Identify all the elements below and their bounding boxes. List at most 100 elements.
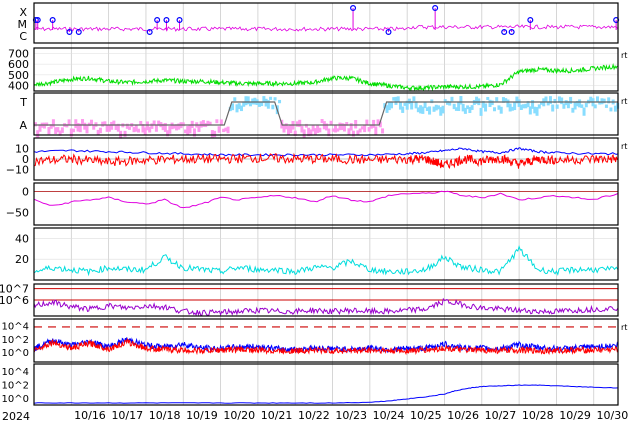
flare-marker <box>176 17 183 24</box>
sector-point <box>87 122 91 127</box>
proton-line-b <box>33 337 619 356</box>
sector-point <box>468 106 472 114</box>
sector-point <box>132 127 136 133</box>
sector-point <box>257 102 261 107</box>
kp-tick-label: 40 <box>15 232 29 245</box>
sector-point <box>56 127 60 133</box>
sector-point <box>152 120 156 126</box>
sector-point <box>354 119 358 129</box>
flare-marker <box>163 17 170 24</box>
sector-point <box>224 127 228 132</box>
flare-marker <box>432 4 439 12</box>
sector-point <box>208 121 212 126</box>
sector-point <box>304 123 308 128</box>
sector-point <box>401 106 405 113</box>
sector-point <box>553 98 557 104</box>
sector-point <box>271 104 275 110</box>
sector-point <box>313 128 317 136</box>
sector-point <box>92 125 96 130</box>
dst-line <box>33 190 619 209</box>
dst-tick-label: −50 <box>6 206 29 219</box>
sector-point <box>544 96 548 102</box>
sector-point <box>327 128 331 137</box>
sector-point <box>125 123 129 129</box>
sector-point <box>589 96 593 103</box>
sector-point <box>128 126 132 130</box>
sector-point <box>369 124 373 129</box>
speed-tick-label: 400 <box>8 80 29 93</box>
bt-line <box>33 147 619 157</box>
sector-point <box>582 107 586 116</box>
sector-point <box>398 102 402 110</box>
sector-point <box>363 125 367 133</box>
sector-point <box>78 123 82 133</box>
x-tick-label: 10/30 <box>597 409 629 422</box>
electron-line <box>33 297 619 317</box>
sector-point <box>452 103 456 110</box>
sector-point <box>604 104 608 108</box>
sector-point <box>112 120 116 126</box>
sector-point <box>428 106 432 115</box>
sector-point <box>298 119 302 128</box>
x-tick-label: 10/18 <box>149 409 181 422</box>
flare-marker <box>350 4 357 12</box>
x-tick-label: 10/21 <box>261 409 293 422</box>
sector-point <box>89 119 93 125</box>
flare-marker <box>501 29 508 36</box>
kp-line <box>33 245 619 277</box>
sector-point <box>367 127 371 132</box>
sector-point <box>445 100 449 105</box>
sector-point <box>463 107 467 114</box>
sector-point <box>430 99 434 104</box>
sector-point <box>76 122 80 132</box>
sector-point <box>74 119 78 129</box>
proton-tick-label: 10^2 <box>2 335 29 346</box>
panel-frame <box>33 92 619 136</box>
sector-point <box>540 101 544 105</box>
flare-marker <box>49 17 56 24</box>
sector-point <box>175 124 179 131</box>
proton-line-a <box>33 337 619 354</box>
sector-point <box>555 104 559 109</box>
panel-frame <box>33 283 619 317</box>
sector-point <box>571 107 575 113</box>
sector-point <box>580 104 584 108</box>
sector-point <box>329 120 333 125</box>
grid-layer <box>34 3 618 405</box>
sector-point <box>244 96 248 106</box>
sector-point <box>349 123 353 131</box>
sector-point <box>423 101 427 109</box>
x-tick-label: 10/20 <box>223 409 255 422</box>
sector-point <box>307 127 311 137</box>
sector-point <box>184 129 188 134</box>
sector-point <box>266 100 270 109</box>
sector-point <box>253 97 257 105</box>
sector-point <box>222 128 226 133</box>
sector-point <box>293 130 297 137</box>
sector-point <box>186 126 190 135</box>
sector-point <box>338 122 342 131</box>
sector-point <box>486 96 490 100</box>
x-tick-label: 10/28 <box>522 409 554 422</box>
dst-tick-label: 0 <box>22 185 29 198</box>
sector-point <box>584 102 588 108</box>
sector-point <box>347 128 351 135</box>
imf-tick-label: 0 <box>22 153 29 166</box>
sector-point <box>172 124 176 129</box>
sector-point <box>105 124 109 132</box>
imf-tick-label: −10 <box>6 164 29 177</box>
sector-point <box>560 97 564 105</box>
proton-tick-label: 10^0 <box>2 348 29 359</box>
sector-point <box>300 125 304 133</box>
speed-tick-label: 700 <box>8 47 29 60</box>
sector-point <box>96 129 100 136</box>
proton-right-label: rt <box>621 323 627 332</box>
speed-line <box>33 63 619 92</box>
sector-point <box>201 120 205 127</box>
sector-point <box>278 99 282 104</box>
sector-point <box>421 106 425 114</box>
sector-point <box>600 98 604 105</box>
sector-point <box>163 122 167 132</box>
sector-point <box>432 106 436 112</box>
